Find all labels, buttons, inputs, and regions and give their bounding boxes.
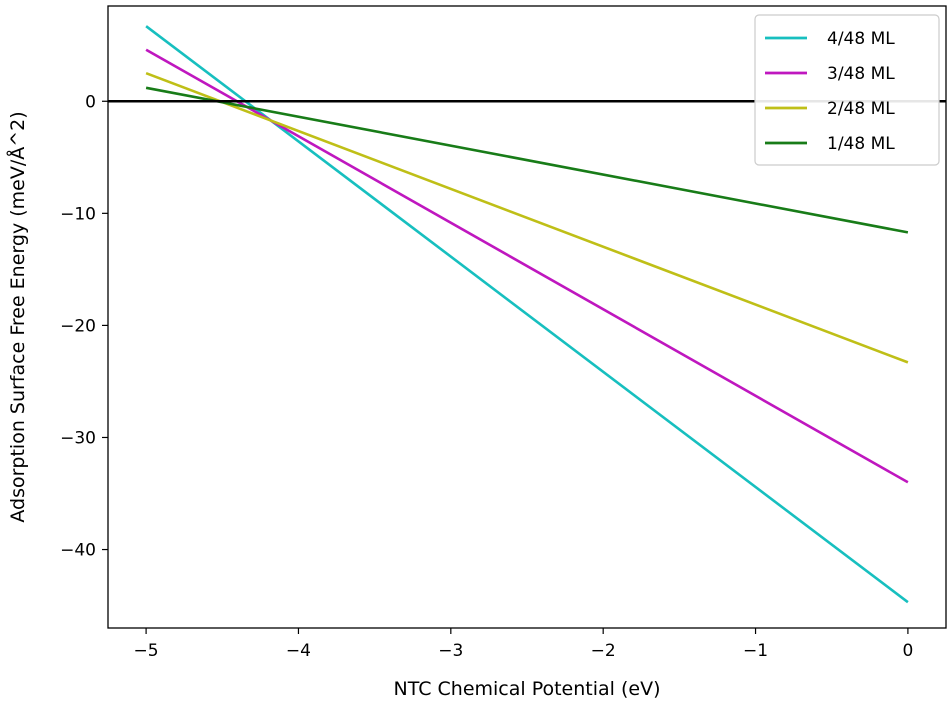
y-tick-label: −10 — [60, 204, 96, 224]
legend-label: 4/48 ML — [827, 29, 895, 49]
y-tick-label: 0 — [85, 92, 96, 112]
x-tick-label: −1 — [743, 641, 768, 661]
series-line-1-48-ml — [145, 86, 909, 234]
x-tick-label: −5 — [134, 641, 159, 661]
legend-label: 3/48 ML — [827, 64, 895, 84]
series-line-2-48-ml — [145, 71, 909, 364]
x-tick-label: 0 — [902, 641, 913, 661]
plot-frame — [107, 5, 947, 629]
legend: 4/48 ML 3/48 ML 2/48 ML 1/48 ML — [754, 14, 940, 166]
x-axis-label: NTC Chemical Potential (eV) — [394, 678, 661, 700]
legend-label: 2/48 ML — [827, 99, 895, 119]
y-tick-label: −40 — [60, 541, 96, 561]
legend-label: 1/48 ML — [827, 134, 895, 154]
x-tick-label: −4 — [286, 641, 311, 661]
y-tick-label: −20 — [60, 316, 96, 336]
y-tick-label: −30 — [60, 428, 96, 448]
x-tick-label: −3 — [438, 641, 463, 661]
y-axis-label: Adsorption Surface Free Energy (meV/Å^2) — [6, 111, 29, 522]
legend-box — [754, 14, 940, 166]
x-tick-label: −2 — [591, 641, 616, 661]
